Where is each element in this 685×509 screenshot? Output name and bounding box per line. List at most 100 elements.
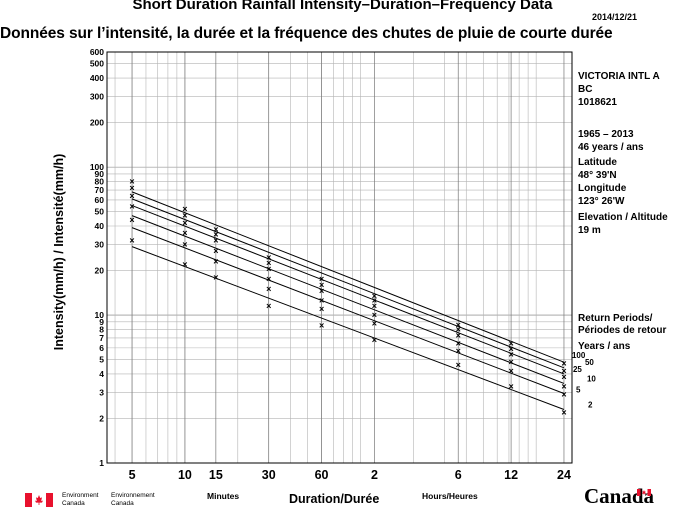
data-point: × <box>182 239 187 249</box>
data-point: × <box>213 257 218 267</box>
data-point: × <box>508 344 513 354</box>
data-point: × <box>561 366 566 376</box>
hours-label: Hours/Heures <box>422 491 478 501</box>
y-tick-label: 6 <box>99 343 104 353</box>
station-province: BC <box>578 84 593 95</box>
return-period-label-2: 2 <box>588 400 593 409</box>
return-period-label-25: 25 <box>573 365 582 374</box>
y-tick-label: 500 <box>90 59 104 69</box>
data-point: × <box>213 272 218 282</box>
return-period-label-10: 10 <box>587 374 596 383</box>
data-point: × <box>319 321 324 331</box>
plot-frame <box>106 51 573 464</box>
x-tick-label: 10 <box>178 468 192 482</box>
data-point: × <box>319 286 324 296</box>
return-period-label-5: 5 <box>576 385 581 394</box>
x-tick-label: 5 <box>129 468 136 482</box>
x-tick-label: 30 <box>262 468 276 482</box>
data-point: × <box>266 301 271 311</box>
env-en-line2: Canada <box>62 500 85 507</box>
y-tick-label: 300 <box>90 92 104 102</box>
data-point: × <box>456 320 461 330</box>
data-point: × <box>561 381 566 391</box>
data-point: × <box>266 264 271 274</box>
report-date: 2014/12/21 <box>592 12 638 22</box>
environnement-canada-fr: Environnement Canada <box>111 492 155 508</box>
y-tick-label: 40 <box>95 221 105 231</box>
data-point: × <box>213 224 218 234</box>
x-tick-labels: 5 10 15 30 60 2 6 12 24 <box>129 468 571 482</box>
latitude-block: Latitude 48° 39'N <box>578 156 617 182</box>
data-point: × <box>561 359 566 369</box>
longitude-block: Longitude 123° 26'W <box>578 182 626 208</box>
data-point: × <box>561 372 566 382</box>
y-tick-label: 400 <box>90 73 104 83</box>
data-point: × <box>561 390 566 400</box>
return-period-heading: Return Periods/ Périodes de retour Years… <box>578 313 666 353</box>
data-point: × <box>372 291 377 301</box>
data-point: × <box>372 301 377 311</box>
data-point: × <box>129 235 134 245</box>
chart-grid <box>107 51 572 464</box>
data-point: × <box>508 366 513 376</box>
fit-lines <box>131 191 565 410</box>
data-point: × <box>319 274 324 284</box>
y-tick-label: 3 <box>99 387 104 397</box>
fit-line-10yr <box>131 215 565 384</box>
x-tick-label: 12 <box>504 468 518 482</box>
x-axis-label: Duration/Durée <box>289 492 380 506</box>
data-point: × <box>129 215 134 225</box>
minutes-label: Minutes <box>207 491 240 501</box>
data-point: × <box>508 339 513 349</box>
x-tick-label: 2 <box>371 468 378 482</box>
return-period-units: Years / ans <box>578 341 631 352</box>
data-point: × <box>372 318 377 328</box>
wordmark-flag-icon <box>637 489 651 496</box>
data-point: × <box>319 304 324 314</box>
data-point: × <box>456 346 461 356</box>
canada-flag-icon <box>25 493 53 507</box>
data-point: × <box>372 335 377 345</box>
chart-subtitle: Données sur l’intensité, la durée et la … <box>0 25 613 42</box>
data-point: × <box>508 357 513 367</box>
y-tick-label: 200 <box>90 118 104 128</box>
y-tick-label: 50 <box>95 207 105 217</box>
return-period-label-50: 50 <box>585 358 594 367</box>
y-tick-label: 5 <box>99 355 104 365</box>
env-fr-line2: Canada <box>111 500 134 507</box>
y-tick-label: 80 <box>95 176 105 186</box>
y-tick-label: 4 <box>99 369 104 379</box>
y-tick-label: 60 <box>95 195 105 205</box>
y-tick-label: 600 <box>90 47 104 57</box>
environment-canada-en: Environment Canada <box>62 492 99 508</box>
period-range: 1965 – 2013 <box>578 129 634 140</box>
return-period-label-fr: Périodes de retour <box>578 325 667 336</box>
x-tick-label: 24 <box>557 468 571 482</box>
canada-wordmark: Canada <box>584 484 655 508</box>
fit-line-25yr <box>131 205 565 375</box>
x-tick-label: 6 <box>455 468 462 482</box>
data-point: × <box>319 280 324 290</box>
y-tick-label: 30 <box>95 239 105 249</box>
data-point: × <box>319 296 324 306</box>
data-point: × <box>182 211 187 221</box>
station-info: VICTORIA INTL A BC 1018621 <box>578 70 660 109</box>
data-point: × <box>182 228 187 238</box>
env-en-line1: Environment <box>62 492 99 499</box>
latitude-label: Latitude <box>578 157 617 168</box>
y-tick-label: 20 <box>95 266 105 276</box>
fit-line-2yr <box>131 246 565 410</box>
elevation-value: 19 m <box>578 225 601 236</box>
data-point: × <box>456 324 461 334</box>
chart-title: Short Duration Rainfall Intensity–Durati… <box>132 0 553 13</box>
return-period-label-en: Return Periods/ <box>578 313 653 324</box>
data-point: × <box>129 183 134 193</box>
data-point: × <box>456 330 461 340</box>
data-point: × <box>213 235 218 245</box>
latitude-value: 48° 39'N <box>578 170 617 181</box>
data-point: × <box>456 339 461 349</box>
data-point: × <box>129 191 134 201</box>
